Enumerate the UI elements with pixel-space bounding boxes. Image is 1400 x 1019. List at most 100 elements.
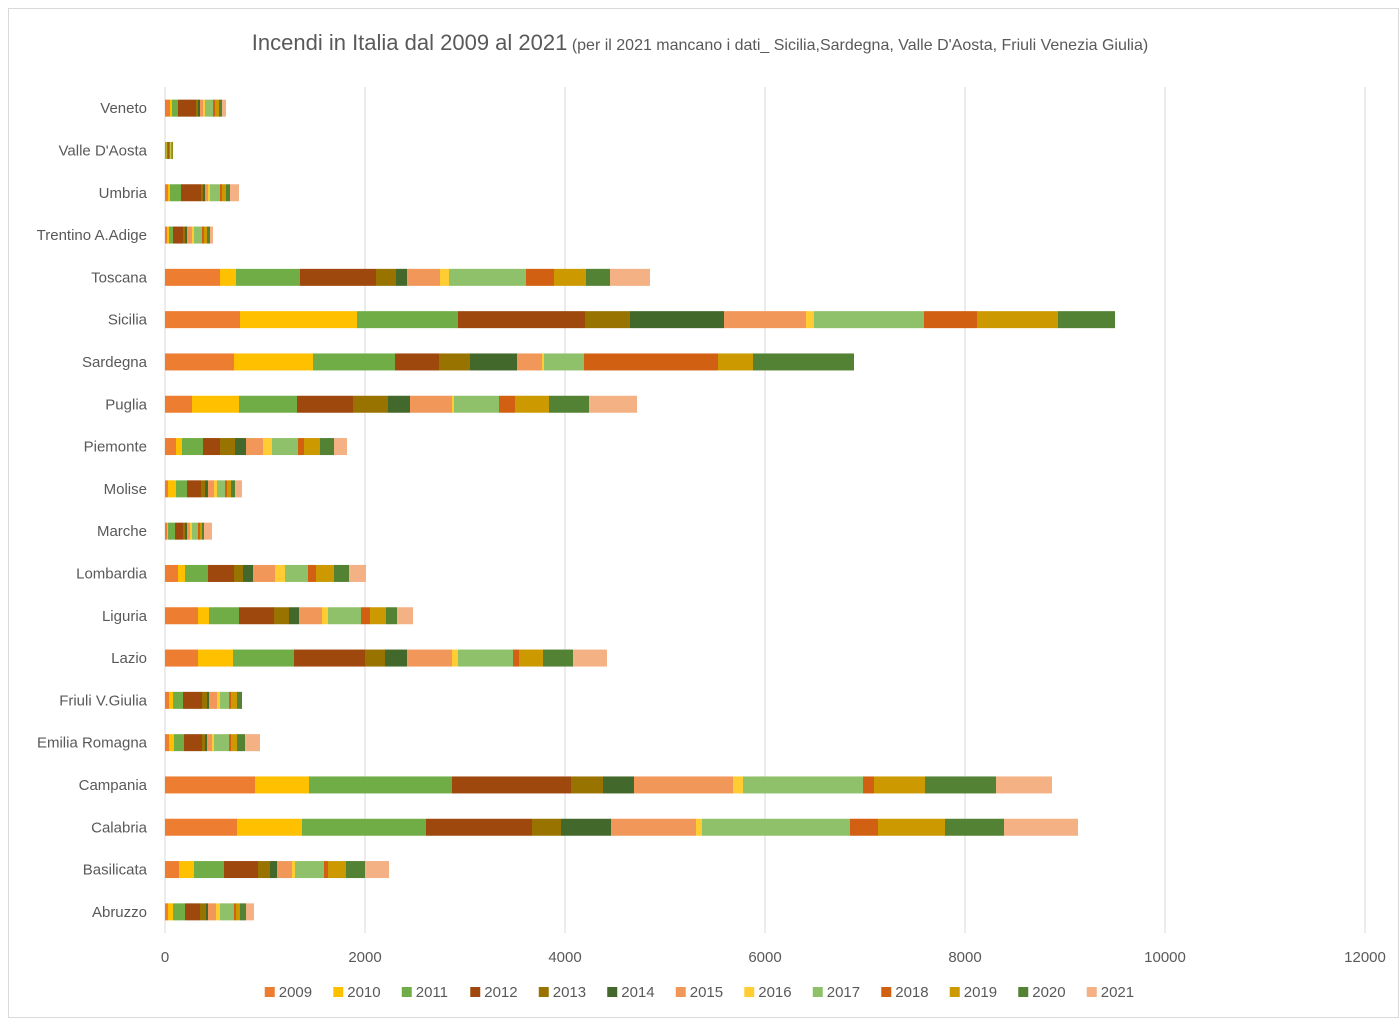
category-label: Valle D'Aosta [59,142,148,159]
bar-segment [585,311,630,329]
bar-segment [513,649,519,667]
bar-segment [166,141,167,159]
bar-segment [198,649,233,667]
bar-segment [172,141,173,159]
bar-segment [236,268,300,286]
bar-segment [229,691,231,709]
bar-segment [220,903,234,921]
bar-segment [292,861,295,879]
bar-segment [353,395,388,413]
category-label: Puglia [105,396,147,413]
legend-label: 2011 [416,984,448,1001]
category-label: Lombardia [76,565,148,582]
category-label: Friuli V.Giulia [59,692,147,709]
legend-swatch [949,987,960,997]
bar-segment [201,480,205,498]
category-label: Emilia Romagna [37,735,148,752]
x-tick-label: 0 [161,949,169,966]
bar-segment [165,776,255,794]
bar-segment [458,311,585,329]
bar-segment [173,903,185,921]
bar-segment [275,564,285,582]
bar-segment [220,184,222,202]
bar-segment [231,691,237,709]
bar-segment [240,903,246,921]
bar-segment [204,226,207,244]
bar-segment [634,776,733,794]
legend-swatch [538,987,549,997]
bar-segment [407,268,440,286]
bar-segment [169,226,173,244]
bar-segment [554,268,586,286]
bar-segment [234,564,243,582]
legend-label: 2021 [1101,984,1134,1001]
bar-segment [239,395,297,413]
bar-segment [185,226,187,244]
bar-segment [170,99,172,117]
legend-swatch [881,987,892,997]
bar-segment [178,99,196,117]
bar-segment [217,691,220,709]
legend-label: 2015 [690,984,723,1001]
bar-segment [365,861,389,879]
bar-segments [165,99,1115,921]
bar-segment [194,226,202,244]
gridlines [164,87,1366,933]
bar-segment [212,734,214,752]
bar-segment [231,480,235,498]
legend-swatch [333,987,344,997]
bar-segment [192,395,239,413]
bar-segment [226,184,230,202]
bar-segment [449,268,526,286]
bar-segment [192,522,198,540]
bar-segment [165,861,179,879]
bar-segment [850,818,878,836]
bar-segment [263,438,272,456]
bar-segment [610,268,650,286]
bar-segment [388,395,410,413]
bar-segment [243,564,253,582]
bar-segment [222,99,226,117]
bar-segment [205,99,213,117]
bar-segment [322,607,328,625]
bar-segment [187,226,192,244]
bar-segment [458,649,513,667]
bar-segment [209,607,239,625]
bar-segment [309,776,452,794]
bar-segment [543,649,573,667]
bar-segment [365,649,385,667]
legend-swatch [1086,987,1097,997]
bar-segment [190,522,192,540]
bar-segment [237,818,302,836]
bar-segment [167,522,168,540]
bar-segment [246,903,254,921]
bar-segment [200,522,202,540]
bar-segment [176,480,187,498]
bar-segment [165,226,167,244]
bar-segment [395,353,439,371]
category-label: Sicilia [108,312,148,329]
bar-segment [165,818,237,836]
bar-segment [573,649,607,667]
legend-label: 2016 [758,984,791,1001]
bar-segment [170,141,171,159]
bar-segment [294,649,365,667]
legend: 2009 2010 2011 2012 2013 2014 2015 2016 2017 2018… [264,984,1134,1001]
bar-segment [185,522,187,540]
bar-segment [219,99,222,117]
bar-segment [386,607,397,625]
bar-segment [361,607,370,625]
bar-segment [302,818,426,836]
bar-segment [174,734,184,752]
bar-segment [237,734,245,752]
bar-segment [233,649,294,667]
legend-label: 2012 [484,984,517,1001]
bar-segment [165,564,178,582]
bar-segment [299,607,322,625]
bar-segment [277,861,292,879]
bar-segment [272,438,298,456]
bar-segment [165,903,168,921]
x-tick-label: 10000 [1144,949,1186,966]
bar-segment [245,734,260,752]
bar-segment [179,861,194,879]
